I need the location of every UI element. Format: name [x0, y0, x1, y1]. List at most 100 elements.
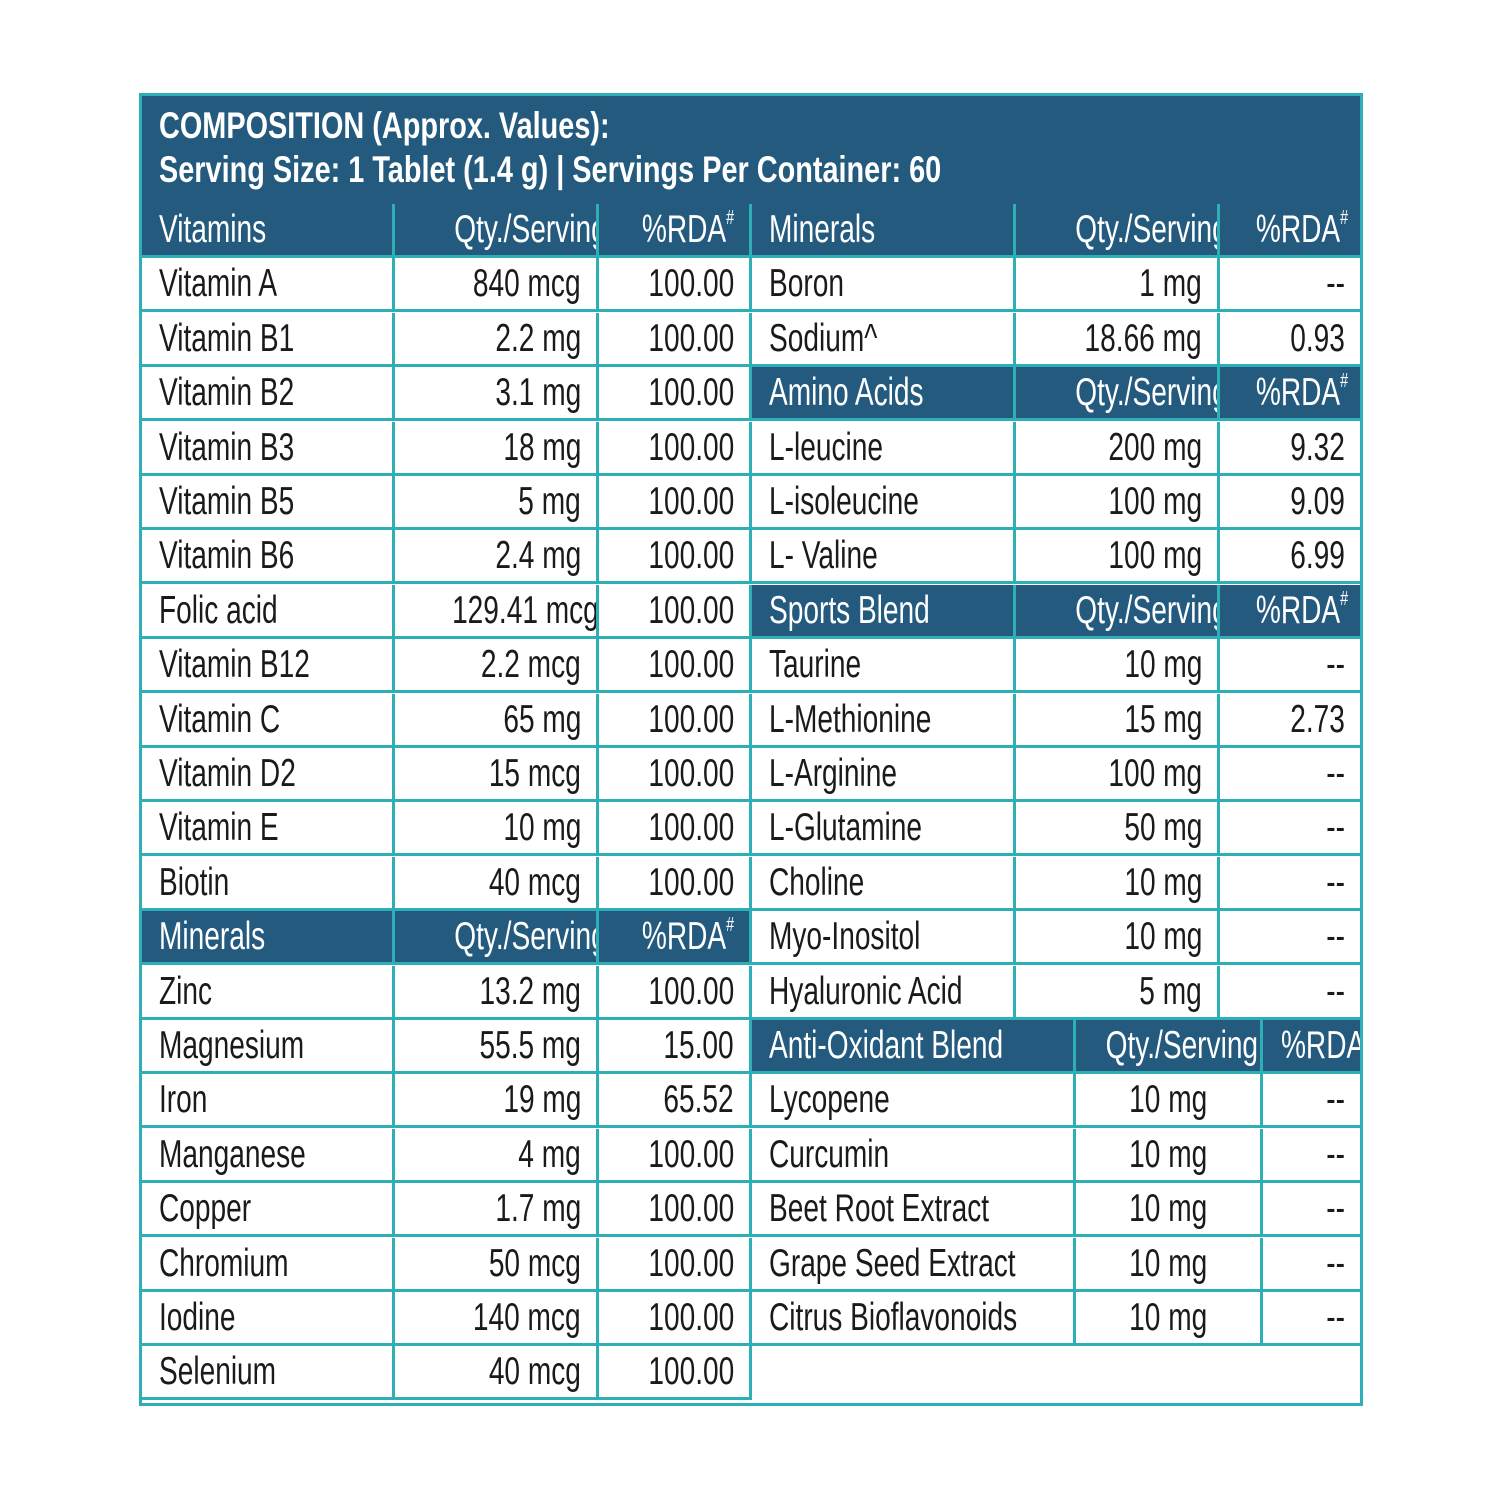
- minerals-left-row-qty-text: 140 mcg: [473, 1296, 581, 1339]
- amino-acids-row-rda-text: 6.99: [1290, 534, 1345, 577]
- minerals-left-row-name: Iron: [142, 1074, 395, 1128]
- antioxidant-row-qty: 10 mg: [1076, 1183, 1263, 1237]
- vitamins-row-rda-text: 100.00: [648, 371, 734, 414]
- vitamins-row-name-text: Vitamin B2: [159, 371, 295, 414]
- sports-blend-row-qty: 100 mg: [1016, 748, 1220, 802]
- antioxidant-header-qty: Qty./Serving: [1076, 1020, 1263, 1074]
- vitamins-row-rda: 100.00: [599, 748, 752, 802]
- antioxidant-row-qty-text: 10 mg: [1128, 1242, 1208, 1285]
- vitamins-row-rda: 100.00: [599, 694, 752, 748]
- minerals-right-row-rda: 0.93: [1220, 313, 1360, 367]
- sports-blend-row-rda: --: [1220, 857, 1360, 911]
- vitamins-header-qty: Qty./Serving: [395, 204, 599, 258]
- vitamins-header-rda: %RDA#: [599, 204, 752, 258]
- sports-blend-row-name-text: Choline: [769, 861, 865, 904]
- antioxidant-header-name: Anti-Oxidant Blend: [752, 1020, 1076, 1074]
- vitamins-row-rda: 100.00: [599, 258, 752, 312]
- vitamins-row-name-text: Vitamin A: [159, 262, 278, 305]
- sports-blend-row-rda-text: --: [1326, 643, 1345, 686]
- vitamins-row-name: Vitamin B12: [142, 639, 395, 693]
- amino-acids-row-qty-text: 100 mg: [1108, 480, 1202, 523]
- sports-blend-row-name-text: L-Arginine: [769, 752, 898, 795]
- antioxidant-row-qty-text: 10 mg: [1128, 1078, 1208, 1121]
- minerals-left-row-name-text: Zinc: [159, 970, 213, 1013]
- sports-blend-row-rda: --: [1220, 748, 1360, 802]
- vitamins-row-rda: 100.00: [599, 530, 752, 584]
- sports-blend-row-rda: --: [1220, 639, 1360, 693]
- sports-blend-row-qty-text: 15 mg: [1123, 698, 1202, 741]
- vitamins-row-rda-text: 100.00: [648, 861, 734, 904]
- vitamins-row-name-text: Vitamin B3: [159, 426, 295, 469]
- amino-acids-row-name: L-leucine: [752, 422, 1016, 476]
- minerals-left-row-rda: 65.52: [599, 1074, 752, 1128]
- sports-blend-row-rda-text: --: [1326, 861, 1345, 904]
- antioxidant-row-rda: --: [1263, 1292, 1360, 1346]
- antioxidant-header-rda: %RDA#: [1263, 1020, 1360, 1074]
- amino-acids-row-qty: 100 mg: [1016, 476, 1220, 530]
- sports-blend-row-qty-text: 10 mg: [1123, 643, 1202, 686]
- sports-blend-row-qty: 50 mg: [1016, 802, 1220, 856]
- antioxidant-row-qty-text: 10 mg: [1128, 1296, 1208, 1339]
- minerals-left-row-qty: 19 mg: [395, 1074, 599, 1128]
- antioxidant-row-qty: 10 mg: [1076, 1074, 1263, 1128]
- vitamins-row-name-text: Vitamin B12: [159, 643, 310, 686]
- vitamins-row-qty: 40 mcg: [395, 857, 599, 911]
- vitamins-row-name-text: Vitamin D2: [159, 752, 296, 795]
- sports-blend-row-qty-text: 10 mg: [1123, 861, 1202, 904]
- amino-acids-row-rda: 6.99: [1220, 530, 1360, 584]
- minerals-right-header-qty-text: Qty./Serving: [1075, 208, 1220, 251]
- minerals-left-header-qty: Qty./Serving: [395, 911, 599, 965]
- vitamins-row-name: Biotin: [142, 857, 395, 911]
- sports-blend-row-rda: --: [1220, 966, 1360, 1020]
- minerals-left-row-rda-text: 65.52: [663, 1078, 734, 1121]
- antioxidant-row-name-text: Beet Root Extract: [769, 1187, 990, 1230]
- amino-acids-row-name: L- Valine: [752, 530, 1016, 584]
- minerals-left-row-name-text: Copper: [159, 1187, 252, 1230]
- vitamins-row-rda: 100.00: [599, 802, 752, 856]
- minerals-left-row-name-text: Chromium: [159, 1242, 289, 1285]
- antioxidant-row-rda-text: --: [1326, 1242, 1345, 1285]
- minerals-right-header-rda: %RDA#: [1220, 204, 1360, 258]
- vitamins-row-rda-text: 100.00: [648, 534, 734, 577]
- minerals-right-row-qty: 1 mg: [1016, 258, 1220, 312]
- minerals-left-header-rda-text: %RDA#: [641, 914, 734, 958]
- sports-blend-row-qty-text: 100 mg: [1108, 752, 1202, 795]
- minerals-left-row-qty: 40 mcg: [395, 1346, 599, 1400]
- amino-acids-row-qty: 200 mg: [1016, 422, 1220, 476]
- sports-blend-row-qty: 10 mg: [1016, 857, 1220, 911]
- vitamins-header-name-text: Vitamins: [159, 208, 267, 251]
- minerals-right-row-rda: --: [1220, 258, 1360, 312]
- minerals-left-header-rda: %RDA#: [599, 911, 752, 965]
- antioxidant-header-qty-text: Qty./Serving: [1105, 1024, 1259, 1067]
- antioxidant-row-name: Citrus Bioflavonoids: [752, 1292, 1076, 1346]
- vitamins-row-qty-text: 5 mg: [518, 480, 581, 523]
- vitamins-row-name: Vitamin E: [142, 802, 395, 856]
- sports-blend-row-name: Hyaluronic Acid: [752, 966, 1016, 1020]
- minerals-left-row-qty: 50 mcg: [395, 1238, 599, 1292]
- vitamins-row-qty: 3.1 mg: [395, 367, 599, 421]
- minerals-left-row-rda-text: 100.00: [648, 1350, 734, 1393]
- vitamins-row-name-text: Folic acid: [159, 589, 278, 632]
- minerals-left-row-qty-text: 40 mcg: [488, 1350, 581, 1393]
- sports-blend-row-name: Choline: [752, 857, 1016, 911]
- minerals-left-header-qty-text: Qty./Serving: [454, 915, 599, 958]
- antioxidant-row-rda: --: [1263, 1074, 1360, 1128]
- vitamins-row-qty: 2.4 mg: [395, 530, 599, 584]
- amino-acids-row-rda-text: 9.32: [1290, 426, 1345, 469]
- vitamins-row-qty-text: 65 mg: [502, 698, 581, 741]
- amino-acids-row-name-text: L- Valine: [769, 534, 878, 577]
- sports-blend-row-name-text: Myo-Inositol: [769, 915, 921, 958]
- antioxidant-row-name: Grape Seed Extract: [752, 1238, 1076, 1292]
- vitamins-row-rda-text: 100.00: [648, 262, 734, 305]
- minerals-left-row-qty-text: 13.2 mg: [479, 970, 581, 1013]
- minerals-right-row-name-text: Sodium^: [769, 317, 878, 360]
- minerals-left-row-name: Magnesium: [142, 1020, 395, 1074]
- vitamins-row-rda-text: 100.00: [648, 480, 734, 523]
- vitamins-row-qty-text: 40 mcg: [488, 861, 581, 904]
- minerals-right-header-qty: Qty./Serving: [1016, 204, 1220, 258]
- minerals-left-row-qty-text: 19 mg: [502, 1078, 581, 1121]
- vitamins-row-name-text: Biotin: [159, 861, 230, 904]
- sports-blend-header-rda-text: %RDA#: [1255, 588, 1349, 632]
- vitamins-row-rda: 100.00: [599, 639, 752, 693]
- composition-table: COMPOSITION (Approx. Values): Serving Si…: [139, 93, 1363, 1406]
